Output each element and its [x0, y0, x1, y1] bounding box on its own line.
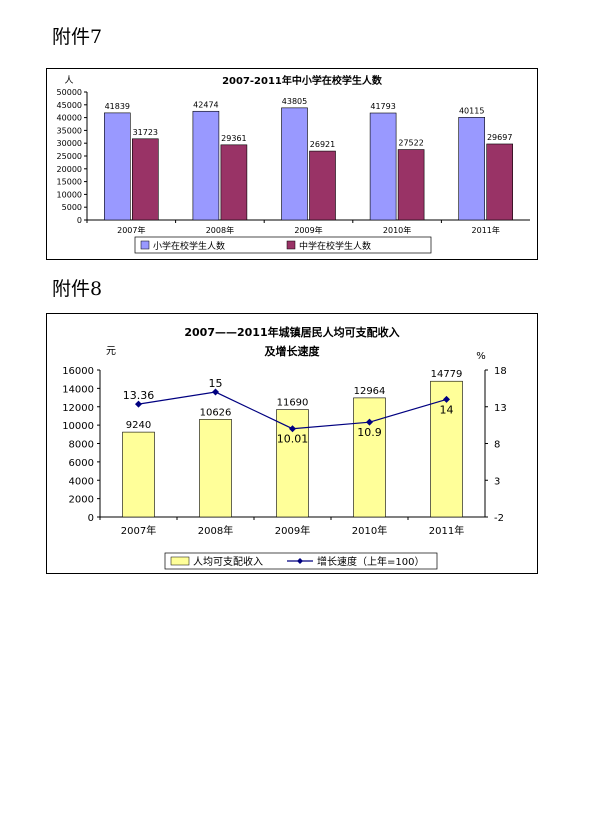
y-tick-label: 0 — [88, 513, 94, 524]
y-tick-label: 45000 — [57, 101, 82, 110]
y-tick-label: 15000 — [57, 178, 82, 187]
data-label-income: 12964 — [354, 386, 386, 397]
y-tick-label: 8000 — [69, 440, 94, 451]
data-label-growth: 15 — [209, 377, 223, 390]
y2-tick-label: 8 — [494, 440, 500, 451]
y2-axis-label: % — [476, 351, 486, 362]
y-tick-label: 5000 — [62, 203, 82, 212]
y-tick-label: 10000 — [57, 190, 82, 199]
y-tick-label: 2000 — [69, 495, 94, 506]
y-tick-label: 0 — [77, 216, 82, 225]
data-label: 41793 — [370, 102, 395, 111]
bar-primary — [103, 112, 131, 221]
chart-students-frame: 2007-2011年中小学在校学生人数 人 0 5000 10000 15000 20000… — [46, 68, 538, 260]
data-label: 41839 — [105, 102, 130, 111]
chart-title: 2007——2011年城镇居民人均可支配收入 — [184, 325, 399, 339]
data-label-income: 10626 — [200, 407, 232, 418]
bar-middle — [397, 149, 425, 221]
growth-point — [135, 400, 142, 408]
y-tick-label: 4000 — [69, 476, 94, 487]
y-tick-label: 50000 — [57, 88, 82, 97]
bar-middle — [309, 150, 336, 221]
bar-primary — [192, 110, 220, 221]
bar-income — [122, 431, 155, 518]
y-tick-label: 16000 — [62, 366, 94, 377]
data-label: 29361 — [221, 134, 246, 143]
y-axis-label: 人 — [64, 75, 73, 86]
bar-primary — [369, 112, 397, 221]
attachment-7-heading: 附件7 — [52, 26, 103, 48]
x-tick-label: 2008年 — [198, 524, 233, 537]
data-label-growth: 10.01 — [277, 433, 309, 446]
data-label: 29697 — [487, 133, 512, 142]
x-tick-label: 2011年 — [429, 524, 464, 537]
y-tick-label: 10000 — [62, 421, 94, 432]
chart-income-frame: 2007——2011年城镇居民人均可支配收入 及增长速度 元% 0 2000 4000 60… — [46, 313, 538, 574]
data-label: 27522 — [398, 139, 423, 148]
growth-point — [289, 425, 296, 433]
y2-tick-label: -2 — [494, 513, 504, 524]
legend-label-income: 人均可支配收入 — [193, 555, 263, 568]
y-tick-label: 12000 — [62, 403, 94, 414]
x-tick-label: 2007年 — [121, 524, 156, 537]
data-label-income: 11690 — [277, 398, 309, 409]
y2-tick-label: 13 — [494, 403, 507, 414]
legend-swatch-growth-marker — [297, 558, 303, 564]
x-tick-label: 2010年 — [352, 524, 387, 537]
bar-middle — [486, 143, 514, 221]
y-axis-label: 元 — [106, 346, 116, 357]
y2-tick-label: 3 — [494, 476, 500, 487]
bar-income — [353, 397, 386, 518]
attachment-8-heading: 附件8 — [52, 278, 103, 300]
legend-label-primary: 小学在校学生人数 — [153, 240, 225, 252]
y-tick-label: 14000 — [62, 384, 94, 395]
bar-middle — [132, 138, 159, 221]
data-label: 40115 — [459, 106, 484, 115]
data-label-income: 14779 — [431, 369, 463, 380]
legend-swatch-primary — [140, 240, 150, 250]
legend-label-growth: 增长速度（上年=100） — [317, 555, 424, 568]
growth-point — [366, 418, 373, 426]
x-tick-label: 2011年 — [472, 225, 500, 235]
data-label-growth: 14 — [440, 403, 454, 416]
chart-title: 2007-2011年中小学在校学生人数 — [222, 74, 383, 87]
y-tick-label: 35000 — [57, 126, 82, 135]
legend-label-middle: 中学在校学生人数 — [299, 240, 371, 252]
chart-students: 2007-2011年中小学在校学生人数 人 0 5000 10000 15000 20000… — [57, 74, 530, 254]
bar-income — [199, 419, 232, 518]
chart-subtitle: 及增长速度 — [265, 344, 321, 358]
data-label-growth: 13.36 — [123, 389, 155, 402]
data-label-income: 9240 — [126, 420, 151, 431]
y-tick-label: 6000 — [69, 458, 94, 469]
y2-tick-label: 18 — [494, 366, 507, 377]
legend-swatch-income — [170, 556, 190, 566]
x-tick-label: 2009年 — [275, 524, 310, 537]
bar-middle — [220, 144, 248, 221]
data-label: 26921 — [310, 140, 335, 149]
legend-box — [134, 236, 432, 254]
growth-point — [212, 388, 219, 396]
x-tick-label: 2008年 — [206, 225, 234, 235]
legend-swatch-middle — [286, 240, 296, 250]
bar-income — [430, 380, 463, 518]
y-tick-label: 40000 — [57, 114, 82, 123]
growth-point — [443, 395, 450, 403]
y-tick-label: 25000 — [57, 152, 82, 161]
y-tick-label: 20000 — [57, 165, 82, 174]
data-label-growth: 10.9 — [357, 426, 382, 439]
data-label: 42474 — [193, 100, 218, 109]
data-label: 31723 — [133, 128, 158, 137]
bar-primary — [281, 107, 308, 221]
x-tick-label: 2009年 — [294, 225, 322, 235]
x-tick-label: 2007年 — [117, 225, 145, 235]
data-label: 43805 — [282, 97, 307, 106]
bar-primary — [458, 117, 486, 221]
x-tick-label: 2010年 — [383, 225, 411, 235]
y-tick-label: 30000 — [57, 139, 82, 148]
